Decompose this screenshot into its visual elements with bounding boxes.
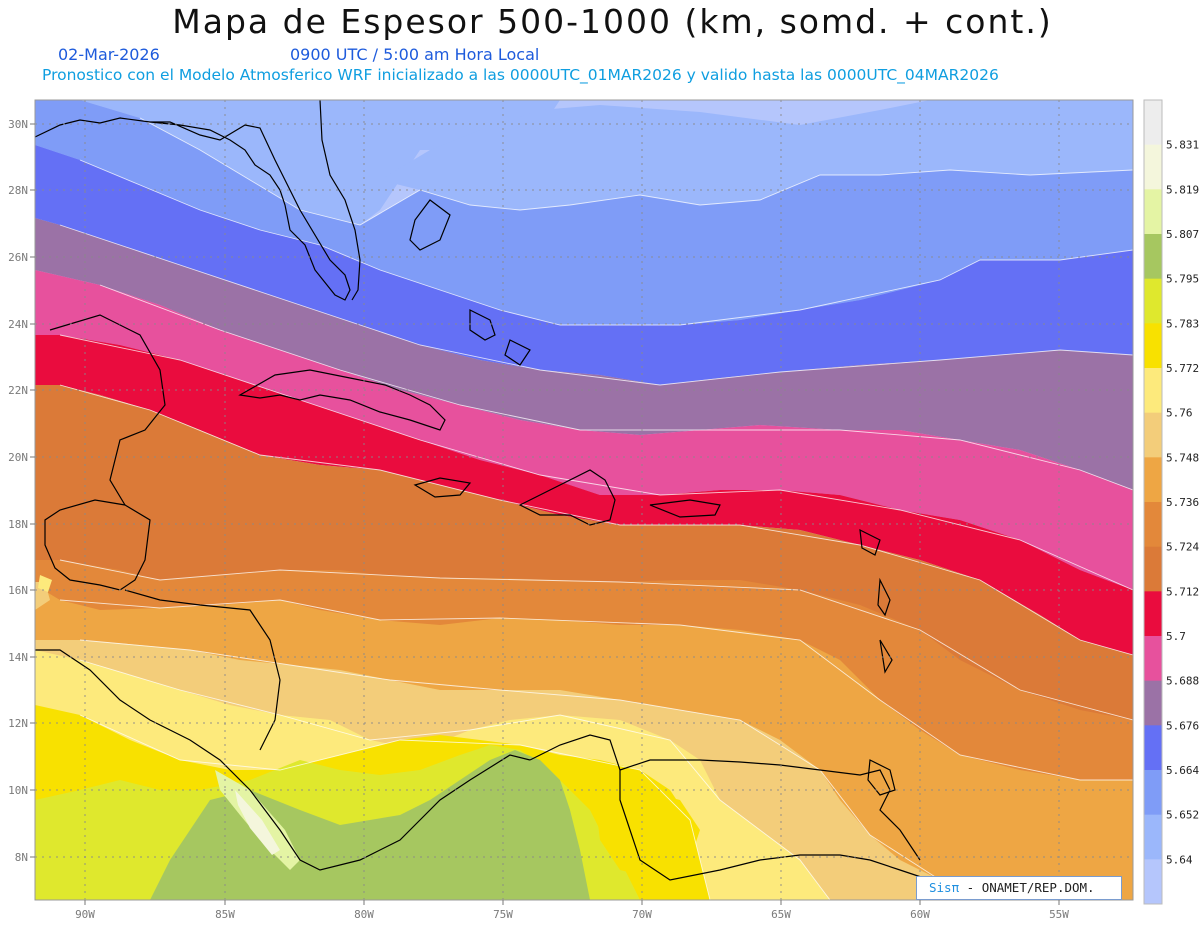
colorbar-swatch — [1144, 680, 1162, 726]
colorbar-label: 5.76 — [1166, 407, 1193, 420]
longitude-labels: 90W 85W 80W 75W 70W 65W 60W 55W — [75, 908, 1069, 921]
colorbar-frame — [1143, 99, 1163, 905]
colorbar-swatch — [1144, 189, 1162, 235]
colorbar-swatch — [1144, 591, 1162, 637]
lon-label: 80W — [354, 908, 374, 921]
colorbar-label: 5.676 — [1166, 719, 1199, 732]
colorbar-label: 5.7 — [1166, 630, 1186, 643]
lat-label: 18N — [8, 518, 28, 531]
lat-label: 8N — [15, 851, 28, 864]
colorbar-label: 5.688 — [1166, 675, 1199, 688]
lat-label: 10N — [8, 784, 28, 797]
colorbar-label: 5.736 — [1166, 496, 1199, 509]
lat-label: 24N — [8, 318, 28, 331]
lat-label: 16N — [8, 584, 28, 597]
lat-label: 26N — [8, 251, 28, 264]
forecast-info: Pronostico con el Modelo Atmosferico WRF… — [42, 66, 999, 84]
lat-label: 14N — [8, 651, 28, 664]
colorbar-swatch — [1144, 412, 1162, 458]
colorbar-swatch — [1144, 100, 1162, 146]
lon-label: 55W — [1049, 908, 1069, 921]
credit-box: Sisπ - ONAMET/REP.DOM. — [916, 876, 1122, 900]
colorbar-label: 5.724 — [1166, 541, 1199, 554]
lat-label: 28N — [8, 184, 28, 197]
lat-label: 20N — [8, 451, 28, 464]
colorbar: 5.831 5.819 5.807 5.795 5.783 5.772 5.76 5.748 5… — [1143, 99, 1199, 905]
lon-label: 65W — [771, 908, 791, 921]
colorbar-swatch — [1144, 323, 1162, 369]
lat-label: 12N — [8, 717, 28, 730]
colorbar-swatch — [1144, 144, 1162, 190]
colorbar-swatch — [1144, 234, 1162, 280]
credit-brand: Sisπ — [929, 880, 960, 895]
lon-label: 85W — [215, 908, 235, 921]
thickness-contours — [59, 117, 1133, 900]
colorbar-label: 5.772 — [1166, 362, 1199, 375]
lon-label: 75W — [493, 908, 513, 921]
colorbar-label: 5.819 — [1166, 183, 1199, 196]
latitude-labels: 30N 28N 26N 24N 22N 20N 18N 16N 14N 12N … — [8, 118, 28, 864]
colorbar-label: 5.652 — [1166, 809, 1199, 822]
colorbar-swatch — [1144, 636, 1162, 682]
forecast-date: 02-Mar-2026 — [58, 45, 160, 64]
thickness-bands — [35, 100, 1133, 900]
map-title: Mapa de Espesor 500-1000 (km, somd. + co… — [172, 2, 1053, 41]
colorbar-label: 5.783 — [1166, 317, 1199, 330]
forecast-time: 0900 UTC / 5:00 am Hora Local — [290, 45, 540, 64]
colorbar-label: 5.712 — [1166, 585, 1199, 598]
colorbar-swatch — [1144, 502, 1162, 548]
graticule — [35, 100, 1133, 900]
colorbar-label: 5.807 — [1166, 228, 1199, 241]
colorbar-swatch — [1144, 859, 1162, 905]
colorbar-label: 5.795 — [1166, 273, 1199, 286]
axis-ticks — [30, 123, 1060, 905]
lon-label: 60W — [910, 908, 930, 921]
colorbar-label: 5.748 — [1166, 451, 1199, 464]
credit-text: - ONAMET/REP.DOM. — [966, 880, 1095, 895]
colorbar-label: 5.64 — [1166, 853, 1193, 866]
lon-label: 90W — [75, 908, 95, 921]
lon-label: 70W — [632, 908, 652, 921]
colorbar-label: 5.664 — [1166, 764, 1199, 777]
lat-label: 22N — [8, 384, 28, 397]
colorbar-swatch — [1144, 278, 1162, 324]
map-frame — [34, 99, 1134, 901]
colorbar-swatch — [1144, 770, 1162, 816]
colorbar-swatch — [1144, 368, 1162, 414]
colorbar-swatch — [1144, 814, 1162, 860]
colorbar-swatch — [1144, 725, 1162, 771]
colorbar-label: 5.831 — [1166, 139, 1199, 152]
lat-label: 30N — [8, 118, 28, 131]
colorbar-swatch — [1144, 546, 1162, 592]
colorbar-swatch — [1144, 457, 1162, 503]
